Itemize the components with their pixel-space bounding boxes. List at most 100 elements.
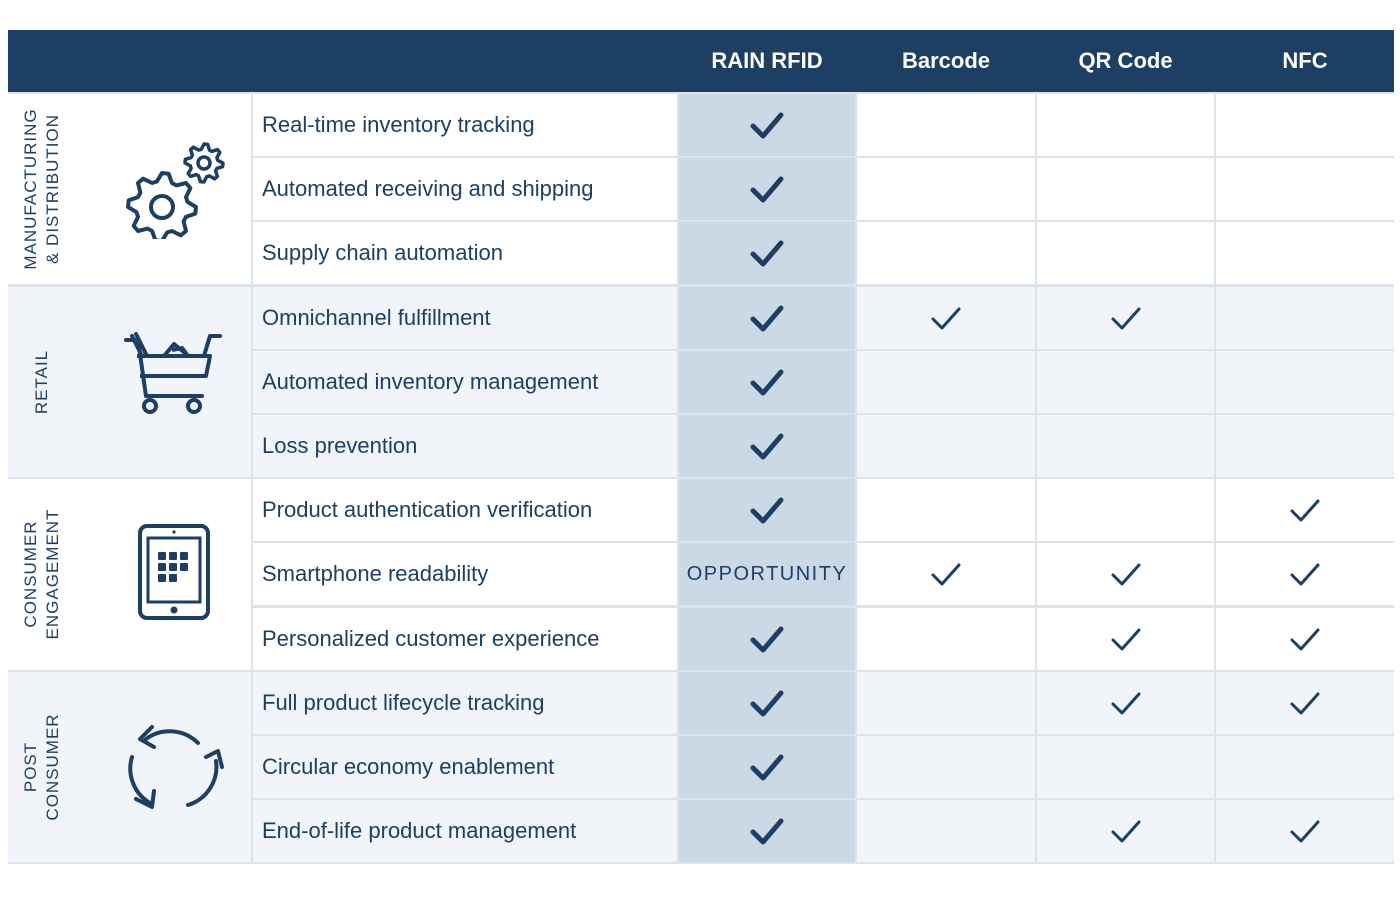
feature-label: Smartphone readability [253, 543, 677, 606]
cell-qr [1037, 671, 1214, 734]
cell-nfc [1216, 607, 1394, 670]
cell-barcode [857, 158, 1035, 221]
cell-qr [1037, 286, 1214, 349]
check-icon [747, 426, 787, 466]
feature-label: Circular economy enablement [253, 736, 677, 798]
cell-qr [1037, 350, 1214, 413]
check-icon [747, 811, 787, 851]
tablet-icon [136, 524, 236, 629]
check-icon [747, 747, 787, 787]
category-label-line2: ENGAGEMENT [43, 508, 63, 640]
feature-label: Supply chain automation [253, 222, 677, 285]
category-label: CONSUMER ENGAGEMENT [12, 479, 72, 669]
check-icon [747, 490, 787, 530]
check-icon [1285, 683, 1325, 723]
feature-label: Loss prevention [253, 415, 677, 477]
category-label-line2: CONSUMER [43, 713, 63, 821]
cell-barcode [857, 736, 1035, 798]
column-header-nfc: NFC [1282, 48, 1328, 73]
cell-barcode [857, 350, 1035, 413]
cell-nfc [1216, 222, 1394, 285]
check-icon [747, 105, 787, 145]
check-icon [1106, 811, 1146, 851]
cell-rfid [679, 222, 855, 285]
cell-qr [1037, 222, 1214, 285]
check-icon [747, 298, 787, 338]
cell-barcode [857, 800, 1035, 863]
cell-barcode [857, 543, 1035, 606]
feature-label: Full product lifecycle tracking [253, 671, 677, 734]
column-header-barcode: Barcode [901, 48, 991, 73]
check-icon [1285, 619, 1325, 659]
cell-rfid [679, 671, 855, 734]
category-label: RETAIL [12, 287, 72, 477]
feature-label: Automated receiving and shipping [253, 158, 677, 221]
cell-nfc [1216, 671, 1394, 734]
feature-label: End-of-life product management [253, 800, 677, 863]
check-icon [1106, 298, 1146, 338]
cell-nfc [1216, 736, 1394, 798]
cell-nfc [1216, 415, 1394, 477]
check-icon [747, 233, 787, 273]
feature-label: Personalized customer experience [253, 607, 677, 670]
cell-rfid [679, 800, 855, 863]
feature-label: Product authentication verification [253, 479, 677, 542]
cell-barcode [857, 415, 1035, 477]
shopping-cart-icon [124, 331, 224, 437]
cell-nfc [1216, 800, 1394, 863]
feature-label: Omnichannel fulfillment [253, 286, 677, 349]
cell-nfc [1216, 350, 1394, 413]
cell-rfid [679, 415, 855, 477]
check-icon [1285, 490, 1325, 530]
check-icon [926, 554, 966, 594]
cell-barcode [857, 286, 1035, 349]
category-label-line2: & DISTRIBUTION [43, 114, 63, 265]
check-icon [747, 362, 787, 402]
check-icon [1106, 683, 1146, 723]
cell-qr [1037, 800, 1214, 863]
cell-qr [1037, 736, 1214, 798]
check-icon [1285, 554, 1325, 594]
category-label-line1: CONSUMER [21, 520, 41, 628]
gears-icon [126, 139, 226, 244]
cell-nfc [1216, 479, 1394, 542]
check-icon [747, 169, 787, 209]
category-cell [8, 94, 251, 285]
cell-barcode [857, 671, 1035, 734]
category-label: POST CONSUMER [12, 672, 72, 862]
feature-label: Real-time inventory tracking [253, 94, 677, 156]
check-icon [747, 619, 787, 659]
category-label-line1: POST [21, 741, 41, 793]
check-icon [1106, 619, 1146, 659]
cell-qr [1037, 607, 1214, 670]
cell-qr [1037, 94, 1214, 156]
category-cell [8, 286, 251, 477]
cell-barcode [857, 607, 1035, 670]
cell-nfc [1216, 543, 1394, 606]
feature-label: Automated inventory management [253, 350, 677, 413]
category-label-line1: MANUFACTURING [21, 108, 41, 270]
comparison-table: RAIN RFID Barcode QR Code NFC MANUFACTUR… [8, 30, 1394, 864]
column-header-qr-code: QR Code [1078, 48, 1173, 73]
check-icon [747, 683, 787, 723]
cell-rfid [679, 158, 855, 221]
cell-nfc [1216, 286, 1394, 349]
category-cell [8, 479, 251, 670]
cell-rfid: OPPORTUNITY [679, 543, 855, 606]
cell-barcode [857, 222, 1035, 285]
recycle-arrows-icon [124, 717, 224, 822]
table-header-bar [8, 30, 1394, 92]
column-header-rain-rfid: RAIN RFID [711, 48, 823, 73]
cell-nfc [1216, 158, 1394, 221]
check-icon [1285, 811, 1325, 851]
cell-rfid [679, 736, 855, 798]
cell-rfid [679, 479, 855, 542]
cell-barcode [857, 94, 1035, 156]
category-label-line1: RETAIL [32, 349, 52, 414]
cell-rfid [679, 94, 855, 156]
cell-qr [1037, 158, 1214, 221]
cell-rfid [679, 350, 855, 413]
cell-rfid [679, 286, 855, 349]
cell-qr [1037, 415, 1214, 477]
check-icon [926, 298, 966, 338]
